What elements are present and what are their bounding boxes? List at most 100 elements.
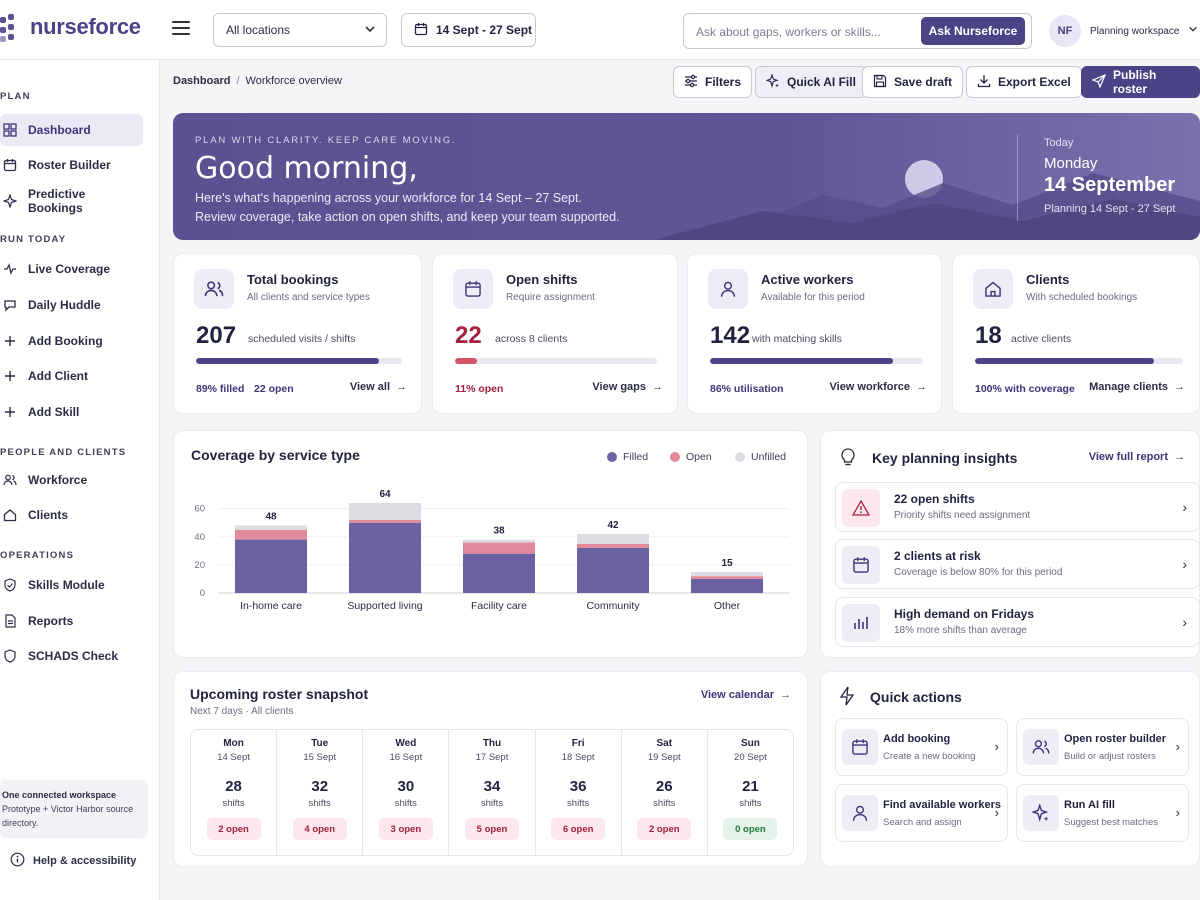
- manage-clients-link[interactable]: Manage clients →: [1089, 381, 1185, 393]
- location-select[interactable]: All locations: [213, 13, 387, 47]
- category-label: In-home care: [240, 600, 302, 612]
- sidebar-item-roster-builder[interactable]: Roster Builder: [0, 149, 143, 181]
- insight-clients-at-risk[interactable]: 2 clients at risk Coverage is below 80% …: [835, 539, 1200, 589]
- legend-dot: [735, 452, 745, 462]
- view-gaps-link[interactable]: View gaps →: [592, 381, 663, 393]
- total-label: 42: [607, 520, 619, 531]
- sparkle-icon: [2, 193, 18, 209]
- roster-day[interactable]: Tue 15 Sept 32 shifts 4 open: [277, 730, 364, 855]
- stat-card-active-workers: Active workers Available for this period…: [687, 253, 942, 414]
- sidebar-item-predictive-bookings[interactable]: Predictive Bookings: [0, 185, 143, 217]
- sidebar-item-dashboard[interactable]: Dashboard: [0, 114, 143, 146]
- filters-button[interactable]: Filters: [673, 66, 753, 98]
- view-workforce-link[interactable]: View workforce →: [830, 381, 928, 393]
- insight-high-demand[interactable]: High demand on Fridays 18% more shifts t…: [835, 597, 1200, 647]
- legend-label: Filled: [623, 451, 649, 463]
- brand-logo[interactable]: nurseforce: [0, 14, 141, 42]
- roster-day[interactable]: Wed 16 Sept 30 shifts 3 open: [363, 730, 450, 855]
- shift-count: 28: [225, 778, 242, 795]
- roster-day[interactable]: Sat 19 Sept 26 shifts 2 open: [622, 730, 708, 855]
- stat-description: across 8 clients: [495, 333, 568, 345]
- save-draft-button[interactable]: Save draft: [862, 66, 964, 98]
- open-badge: 3 open: [378, 818, 433, 840]
- stat-value: 18: [975, 322, 1002, 349]
- stat-card-clients: Clients With scheduled bookings 18 activ…: [952, 253, 1200, 414]
- sidebar-item-live-coverage[interactable]: Live Coverage: [0, 253, 143, 285]
- sidebar-item-label: Workforce: [28, 473, 88, 487]
- bar-open: [691, 576, 763, 579]
- sidebar-item-add-booking[interactable]: Add Booking: [0, 325, 143, 357]
- roster-day[interactable]: Thu 17 Sept 34 shifts 5 open: [449, 730, 536, 855]
- breadcrumb-root[interactable]: Dashboard: [173, 75, 231, 87]
- progress-fill: [975, 358, 1154, 364]
- warning-icon: [842, 489, 880, 527]
- quick-ai-fill-button[interactable]: Quick AI Fill: [755, 66, 867, 98]
- view-all-link[interactable]: View all →: [350, 381, 407, 393]
- sidebar-item-label: SCHADS Check: [28, 649, 119, 663]
- link-label: View calendar: [700, 689, 774, 701]
- today-weekday: Monday: [1044, 155, 1098, 172]
- stat-description: with matching skills: [752, 333, 842, 345]
- roster-day[interactable]: Mon 14 Sept 28 shifts 2 open: [191, 730, 278, 855]
- home-icon: [2, 507, 18, 523]
- help-link[interactable]: Help & accessibility: [10, 852, 136, 870]
- sidebar-item-workforce[interactable]: Workforce: [0, 464, 143, 496]
- chevron-right-icon: ›: [1175, 805, 1180, 820]
- bar-open: [577, 543, 649, 548]
- roster-week-grid: Mon 14 Sept 28 shifts 2 open Tue 15 Sept 32 shi…: [190, 729, 794, 856]
- stat-footnote: 89% filled: [196, 383, 245, 395]
- avatar[interactable]: NF: [1049, 15, 1081, 47]
- stat-value: 22: [455, 322, 482, 349]
- open-roster-builder-action[interactable]: Open roster builder Build or adjust rost…: [1016, 718, 1189, 776]
- link-label: View full report: [1088, 451, 1168, 463]
- insight-subtitle: Priority shifts need assignment: [894, 510, 1031, 521]
- sidebar: PLAN Dashboard Roster Builder Predictive…: [0, 60, 160, 900]
- total-label: 15: [721, 558, 733, 569]
- bar-filled: [577, 548, 649, 593]
- view-calendar-link[interactable]: View calendar →: [701, 689, 791, 701]
- y-tick-label: 20: [194, 560, 205, 571]
- sidebar-item-label: Add Client: [28, 369, 88, 383]
- legend-filled: Filled: [607, 451, 648, 463]
- sidebar-item-label: Live Coverage: [28, 262, 111, 276]
- sidebar-item-schads-check[interactable]: SCHADS Check: [0, 640, 143, 672]
- view-full-report-link[interactable]: View full report →: [1089, 451, 1185, 463]
- export-excel-button[interactable]: Export Excel: [966, 66, 1082, 98]
- users-icon: [2, 472, 18, 488]
- sidebar-item-reports[interactable]: Reports: [0, 605, 143, 637]
- publish-roster-button[interactable]: Publish roster: [1081, 66, 1200, 98]
- find-workers-action[interactable]: Find available workers Search and assign…: [835, 784, 1008, 842]
- y-tick-label: 60: [194, 504, 205, 515]
- roster-day[interactable]: Sun 20 Sept 21 shifts 0 open: [708, 730, 793, 855]
- logo-icon: [0, 14, 22, 42]
- open-badge: 2 open: [637, 818, 692, 840]
- menu-icon[interactable]: [172, 21, 190, 37]
- total-label: 48: [265, 512, 277, 523]
- link-label: View gaps: [592, 381, 646, 393]
- arrow-right-icon: →: [916, 381, 927, 393]
- workspace-switcher[interactable]: Planning workspace: [1090, 24, 1198, 37]
- total-label: 64: [379, 489, 391, 500]
- sidebar-item-add-skill[interactable]: Add Skill: [0, 396, 143, 428]
- sidebar-item-label: Reports: [28, 614, 74, 628]
- sidebar-item-daily-huddle[interactable]: Daily Huddle: [0, 289, 143, 321]
- day-date: 15 Sept: [303, 752, 337, 763]
- roster-day[interactable]: Fri 18 Sept 36 shifts 6 open: [536, 730, 622, 855]
- user-icon: [842, 795, 878, 831]
- insight-open-shifts[interactable]: 22 open shifts Priority shifts need assi…: [835, 482, 1200, 532]
- coverage-chart-card: Coverage by service type Filled Open Unf…: [173, 430, 808, 658]
- add-booking-action[interactable]: Add booking Create a new booking ›: [835, 718, 1008, 776]
- shift-unit: shifts: [480, 798, 504, 809]
- shift-unit: shifts: [567, 798, 590, 809]
- sidebar-item-add-client[interactable]: Add Client: [0, 360, 143, 392]
- lightning-icon: [838, 686, 856, 709]
- date-range-button[interactable]: 14 Sept - 27 Sept: [401, 13, 536, 47]
- arrow-right-icon: →: [1174, 451, 1185, 463]
- ask-nurseforce-button[interactable]: Ask Nurseforce: [921, 17, 1025, 45]
- sidebar-item-clients[interactable]: Clients: [0, 499, 143, 531]
- sidebar-item-skills-module[interactable]: Skills Module: [0, 569, 143, 601]
- run-ai-fill-action[interactable]: Run AI fill Suggest best matches ›: [1016, 784, 1189, 842]
- ask-input[interactable]: Ask about gaps, workers or skills... Ask…: [683, 13, 1032, 49]
- bar-filled: [691, 578, 763, 593]
- document-icon: [2, 613, 18, 629]
